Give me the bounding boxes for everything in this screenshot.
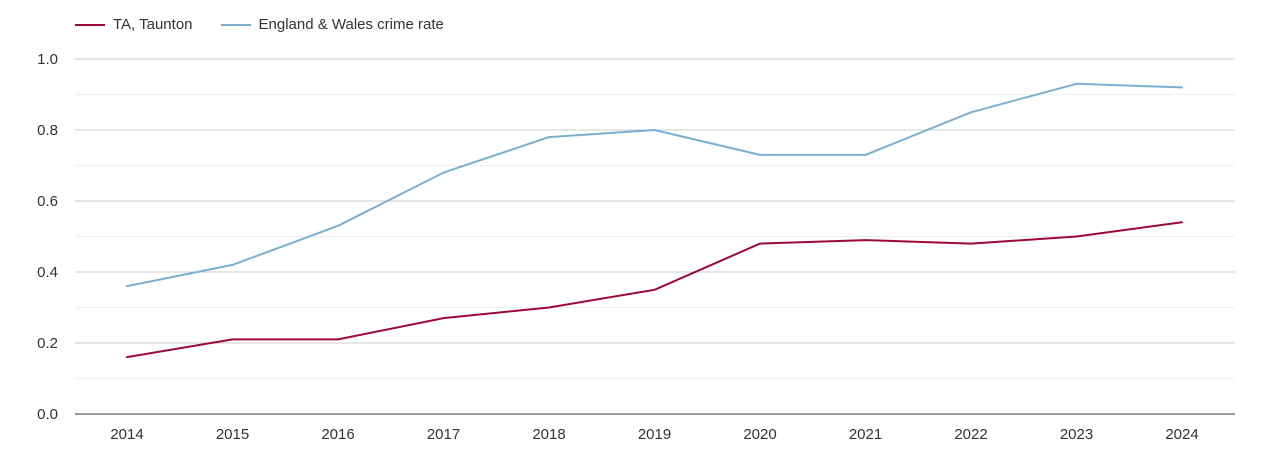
- x-tick-label: 2024: [1165, 426, 1198, 443]
- x-tick-label: 2022: [954, 426, 987, 443]
- x-tick-label: 2018: [532, 426, 565, 443]
- series-lines: [126, 82, 1183, 359]
- x-tick-label: 2015: [216, 426, 249, 443]
- legend-item-england-wales[interactable]: England & Wales crime rate: [220, 16, 444, 33]
- y-tick-label: 0.4: [37, 264, 58, 281]
- series-line-taunton: [126, 221, 1183, 359]
- x-tick-label: 2020: [743, 426, 776, 443]
- legend-item-taunton[interactable]: TA, Taunton: [75, 16, 193, 33]
- legend-label-england-wales: England & Wales crime rate: [258, 16, 444, 33]
- series-line-england-wales: [126, 82, 1183, 288]
- legend: TA, Taunton England & Wales crime rate: [75, 16, 444, 33]
- legend-label-taunton: TA, Taunton: [113, 16, 193, 33]
- axes: 0.0 0.2 0.4 0.6 0.8 1.0 2014 2015 2016 2017 2018 20…: [37, 51, 1235, 443]
- x-tick-label: 2016: [321, 426, 354, 443]
- y-tick-label: 0.8: [37, 122, 58, 139]
- y-tick-label: 0.2: [37, 335, 58, 352]
- grid-lines: [75, 58, 1235, 379]
- x-tick-label: 2019: [638, 426, 671, 443]
- y-tick-label: 0.6: [37, 193, 58, 210]
- x-tick-label: 2023: [1060, 426, 1093, 443]
- y-tick-label: 1.0: [37, 51, 58, 68]
- x-tick-label: 2021: [849, 426, 882, 443]
- y-tick-label: 0.0: [37, 406, 58, 423]
- legend-swatch-england-wales: [220, 23, 251, 26]
- x-tick-label: 2014: [110, 426, 143, 443]
- legend-swatch-taunton: [75, 23, 105, 26]
- x-tick-label: 2017: [427, 426, 460, 443]
